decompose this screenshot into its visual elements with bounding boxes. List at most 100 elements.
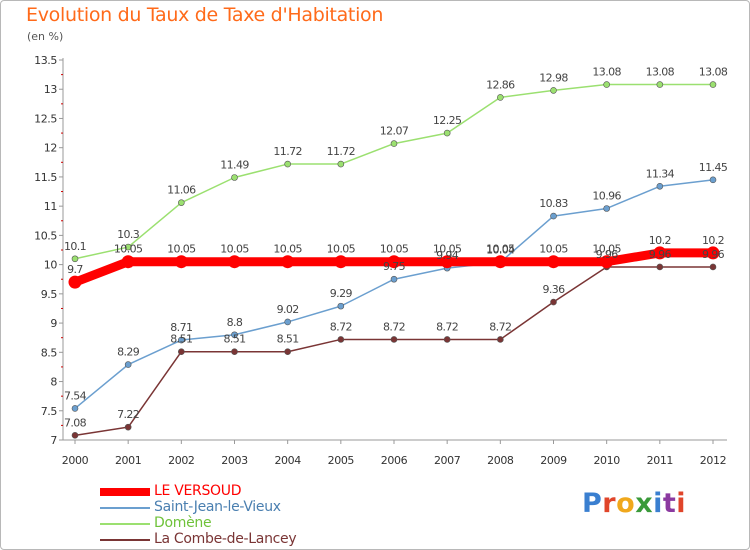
y-tick-label: 12 bbox=[44, 142, 57, 155]
y-tick-label: 7 bbox=[50, 434, 57, 447]
data-point bbox=[231, 174, 238, 181]
data-label: 11.34 bbox=[646, 167, 675, 180]
data-point bbox=[443, 336, 451, 343]
data-label: 12.07 bbox=[380, 125, 409, 138]
series-line-3 bbox=[74, 266, 714, 437]
legend-swatch bbox=[100, 539, 150, 541]
data-point bbox=[709, 176, 717, 184]
data-point bbox=[440, 255, 454, 269]
data-label: 10.04 bbox=[486, 243, 515, 256]
brand-letter: i bbox=[676, 488, 687, 519]
data-point bbox=[124, 243, 132, 251]
data-label: 9.96 bbox=[596, 248, 619, 261]
legend-swatch bbox=[100, 488, 150, 496]
brand-letter: P bbox=[582, 488, 603, 519]
data-point bbox=[178, 336, 185, 344]
data-label: 7.08 bbox=[64, 416, 87, 429]
data-point bbox=[71, 255, 79, 263]
x-tick-label: 2005 bbox=[328, 454, 355, 467]
data-label: 10.05 bbox=[433, 243, 462, 256]
data-label: 11.72 bbox=[273, 145, 302, 158]
brand-letter: x bbox=[635, 488, 654, 519]
data-label: 11.06 bbox=[167, 184, 196, 197]
data-label: 7.22 bbox=[117, 408, 139, 421]
data-label: 10.05 bbox=[592, 243, 621, 256]
data-label: 9.96 bbox=[649, 248, 672, 261]
series-line-2 bbox=[74, 83, 714, 260]
data-point bbox=[390, 336, 398, 343]
x-tick-label: 2004 bbox=[274, 454, 301, 467]
brand-logo: Proxiti bbox=[582, 488, 686, 519]
data-label: 8.71 bbox=[170, 321, 192, 334]
x-tick-label: 2002 bbox=[168, 454, 194, 467]
y-tick-label: 8 bbox=[50, 376, 57, 389]
y-tick-label: 13.5 bbox=[34, 54, 57, 67]
brand-letter: i bbox=[653, 488, 663, 519]
data-label: 10.05 bbox=[539, 243, 568, 256]
data-label: 11.72 bbox=[327, 145, 356, 158]
data-label: 10.2 bbox=[649, 234, 671, 247]
data-label: 9.94 bbox=[436, 249, 459, 262]
y-tick-label: 12.5 bbox=[34, 112, 57, 125]
y-tick-label: 13 bbox=[44, 83, 58, 96]
legend-swatch bbox=[100, 523, 150, 525]
data-point bbox=[493, 255, 507, 269]
data-point bbox=[178, 199, 185, 206]
data-point bbox=[653, 246, 667, 260]
data-label: 8.51 bbox=[170, 333, 192, 346]
y-tick-label: 9 bbox=[50, 317, 57, 330]
data-point bbox=[550, 87, 557, 94]
data-point bbox=[284, 160, 291, 168]
legend-swatch bbox=[100, 507, 150, 509]
x-tick-label: 2008 bbox=[487, 454, 514, 467]
data-label: 9.75 bbox=[383, 260, 406, 273]
series-line-1 bbox=[74, 179, 714, 410]
data-point bbox=[656, 263, 664, 271]
data-label: 12.25 bbox=[433, 114, 462, 127]
data-label: 13.08 bbox=[699, 66, 728, 79]
legend-label: LE VERSOUD bbox=[154, 483, 242, 499]
data-point bbox=[656, 182, 664, 190]
data-point bbox=[550, 212, 557, 220]
data-point bbox=[706, 246, 720, 260]
data-point bbox=[547, 255, 560, 269]
data-point bbox=[228, 255, 241, 269]
data-point bbox=[497, 336, 504, 343]
data-point bbox=[387, 255, 401, 269]
data-point bbox=[71, 432, 79, 439]
y-tick-label: 10 bbox=[44, 259, 58, 272]
chart-title: Evolution du Taux de Taxe d'Habitation bbox=[26, 4, 384, 26]
data-point bbox=[178, 348, 185, 356]
data-label: 10.05 bbox=[220, 243, 249, 256]
data-label: 8.51 bbox=[277, 333, 299, 346]
x-tick-label: 2009 bbox=[540, 454, 567, 467]
data-label: 8.72 bbox=[489, 320, 511, 333]
data-point bbox=[603, 205, 610, 212]
data-label: 9.96 bbox=[702, 248, 725, 261]
data-point bbox=[497, 94, 504, 101]
legend-label: Saint-Jean-le-Vieux bbox=[154, 499, 281, 515]
chart-unit: (en %) bbox=[27, 30, 64, 43]
y-tick-label: 10.5 bbox=[34, 229, 57, 242]
data-point bbox=[603, 81, 610, 88]
data-label: 9.29 bbox=[330, 287, 353, 300]
y-tick-label: 11.5 bbox=[34, 171, 57, 184]
data-label: 10.05 bbox=[380, 243, 409, 256]
data-point bbox=[284, 318, 291, 326]
x-tick-label: 2000 bbox=[62, 454, 89, 467]
data-point bbox=[121, 255, 135, 269]
x-tick-label: 2007 bbox=[434, 454, 461, 467]
data-point bbox=[656, 81, 664, 88]
data-label: 13.08 bbox=[592, 66, 621, 79]
line-chart: 7 7.5 8 8.5 9 9.5 10 10.5 11 11.5 12 12.5 13 13.5 2000… bbox=[34, 54, 728, 467]
legend-label: La Combe-de-Lancey bbox=[154, 531, 297, 547]
data-label: 10.05 bbox=[327, 243, 356, 256]
data-point bbox=[390, 275, 398, 283]
data-label: 12.86 bbox=[486, 78, 515, 91]
data-point bbox=[124, 361, 132, 368]
data-point bbox=[337, 160, 345, 168]
data-point bbox=[550, 298, 557, 306]
data-label: 8.72 bbox=[330, 320, 352, 333]
brand-letter: o bbox=[616, 488, 636, 519]
